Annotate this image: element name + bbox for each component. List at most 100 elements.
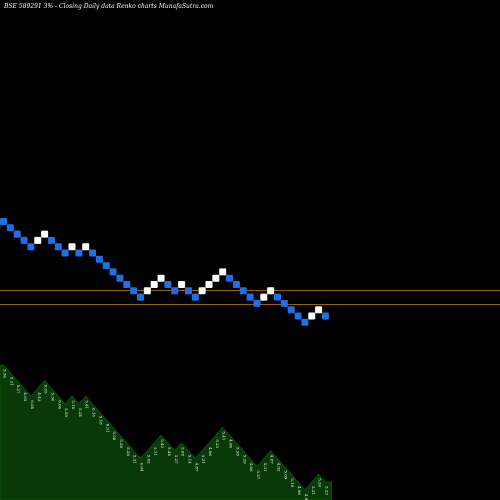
value-label: 5.02 [146,455,151,464]
value-label: 4.66 [249,463,254,472]
value-label: 4.87 [270,455,275,464]
value-label: 6.05 [44,385,49,394]
renko-brick-down [89,249,97,257]
renko-brick-down [287,306,295,314]
value-label: 4.97 [304,494,309,500]
value-label: 6.06 [57,400,62,409]
value-label: 5.41 [222,431,227,440]
renko-brick-up [178,281,186,288]
renko-brick-down [294,312,302,320]
renko-brick-down [191,293,199,301]
value-label: 4.92 [277,463,282,472]
renko-brick-down [274,293,281,301]
renko-brick-up [308,312,316,320]
renko-brick-up [34,236,42,244]
renko-brick-down [27,243,35,251]
renko-brick-down [54,243,62,251]
value-label: 6.04 [30,400,35,409]
renko-brick-down [6,224,14,232]
renko-brick-down [321,312,329,320]
renko-brick-down [137,293,144,301]
value-label: 5.43 [160,439,165,448]
value-label: 5.31 [263,463,268,472]
value-label: 5.27 [16,385,21,394]
value-label: 5.27 [174,455,179,464]
value-label: 4.96 [229,439,234,448]
value-label: 6.04 [140,463,145,472]
value-label: 5.31 [9,377,14,386]
value-label: 6.16 [92,408,97,417]
renko-brick-down [75,249,83,257]
renko-brick-down [130,287,138,295]
reference-lines [0,289,500,306]
renko-brick-up [219,268,227,276]
renko-brick-down [116,274,124,282]
volume-area [0,364,332,500]
renko-brick-down [109,268,117,276]
renko-brick-up [315,306,323,314]
value-label: 5.21 [311,486,316,495]
value-label: 4.96 [208,447,213,456]
renko-brick-down [239,287,247,295]
value-label: 5.33 [324,486,329,495]
value-label: 5.38 [235,447,240,456]
renko-brick-up [150,281,158,288]
chart-title: BSE 589291 3% - Closing Daily data Renko… [3,3,214,10]
value-label: 5.48 [167,447,172,456]
renko-brick-down [95,255,103,263]
renko-brick-down [226,274,234,282]
renko-brick-up [41,230,49,238]
renko-brick-down [164,281,172,288]
value-label: 5.26 [119,439,124,448]
value-label: 5.36 [3,369,8,378]
volume-area-path [0,364,332,500]
renko-brick-down [61,249,69,257]
value-label: 5.11 [153,447,158,456]
renko-brick-down [171,287,179,295]
renko-brick-up [267,287,275,295]
renko-bricks [0,218,329,326]
value-label: 5.18 [98,416,103,425]
value-labels: 5.365.315.274.656.044.436.055.366.065.29… [3,369,330,500]
renko-brick-up [260,293,268,301]
renko-brick-down [232,281,240,288]
renko-brick-down [13,230,21,238]
value-label: 4.87 [194,463,199,472]
renko-brick-down [280,299,288,307]
value-label: 5.19 [290,478,295,487]
value-label: 5.14 [187,455,192,464]
value-label: 5.31 [133,455,138,464]
value-label: 5.29 [64,408,69,417]
renko-brick-down [123,281,131,288]
renko-brick-down [102,262,110,270]
value-label: 4.43 [37,392,42,401]
renko-brick-up [157,274,165,282]
renko-brick-down [20,236,28,244]
value-label: 5.18 [71,400,76,409]
renko-brick-up [68,243,76,251]
value-label: 5.08 [112,431,117,440]
renko-brick-up [82,243,90,251]
value-label: 5.09 [283,470,288,479]
renko-brick-up [205,281,213,288]
value-label: 5.23 [215,439,220,448]
value-label: 4.65 [23,392,28,401]
value-label: 5.34 [78,408,83,417]
renko-brick-down [246,293,254,301]
renko-brick-down [47,236,55,244]
value-label: 5.41 [85,400,90,409]
value-label: 5.28 [126,447,131,456]
value-label: 5.30 [318,478,323,487]
value-label: 5.36 [50,392,55,401]
renko-brick-down [253,299,261,307]
value-label: 6.31 [105,424,110,433]
renko-brick-down [184,287,192,295]
value-label: 5.21 [201,455,206,464]
value-label: 5.08 [181,447,186,456]
renko-brick-down [301,318,309,326]
renko-brick-up [143,287,151,295]
value-label: 5.29 [242,455,247,464]
value-label: 4.96 [297,486,302,495]
value-label: 5.27 [256,470,261,479]
